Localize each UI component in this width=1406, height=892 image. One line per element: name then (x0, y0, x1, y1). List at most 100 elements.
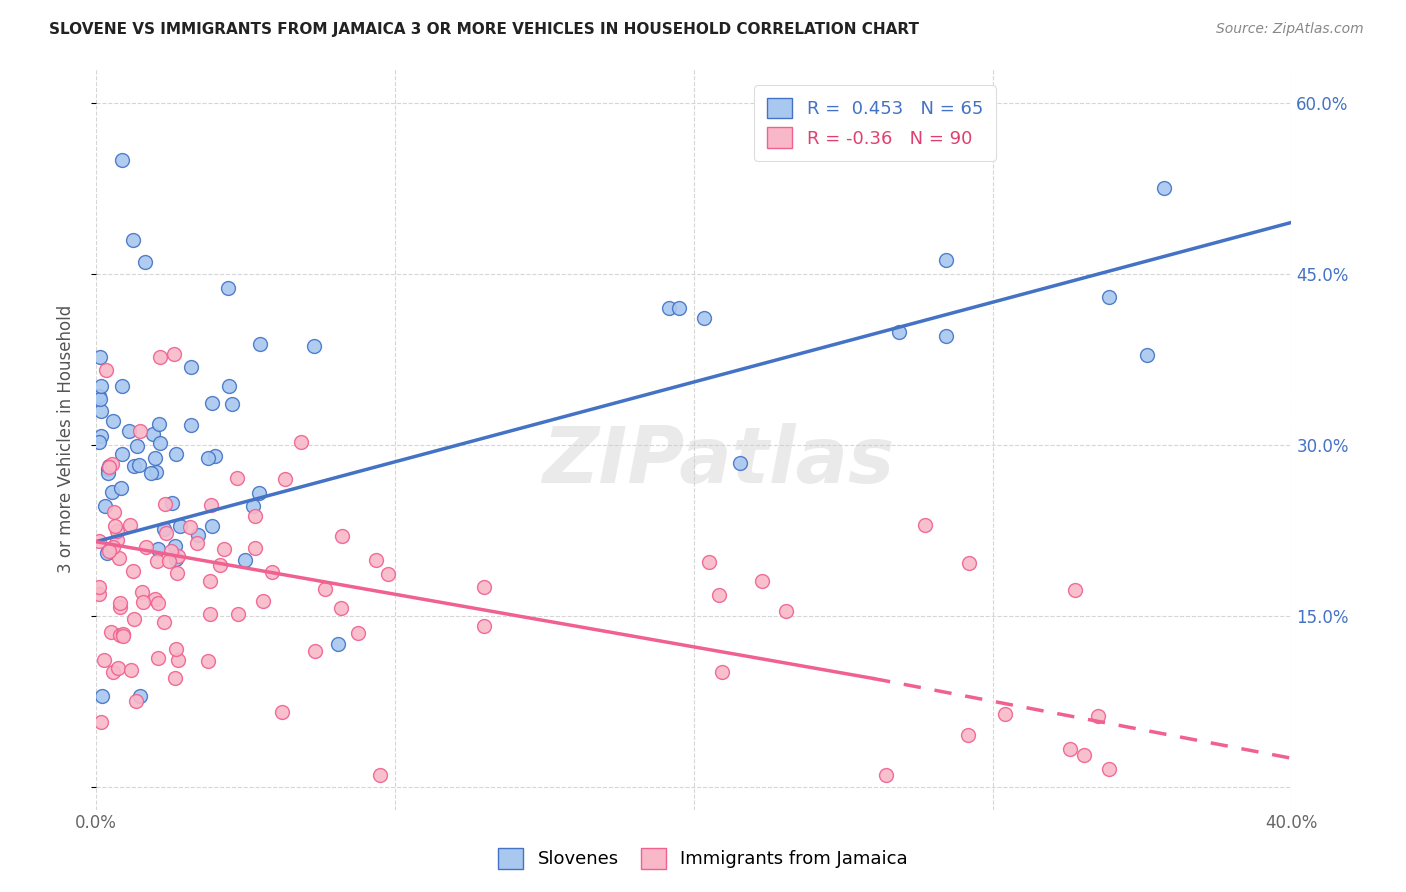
Point (472, 618, 495, 632)
Point (314, 582, 336, 596)
Point (149, 351, 172, 365)
Point (90, 429, 112, 443)
Point (201, 396, 224, 410)
Point (167, 653, 190, 667)
Point (87, 580, 110, 594)
Point (166, 566, 188, 580)
Point (1087, 709, 1109, 723)
Point (198, 574, 221, 588)
Point (914, 518, 936, 533)
Point (108, 599, 131, 614)
Point (366, 552, 388, 566)
Point (887, 325, 910, 339)
Point (112, 629, 135, 643)
Point (693, 310, 716, 325)
Point (98, 544, 121, 558)
Point (658, 301, 681, 316)
Point (290, 434, 312, 449)
Point (225, 471, 247, 485)
Point (165, 447, 187, 461)
Point (110, 596, 132, 610)
Legend: Slovenes, Immigrants from Jamaica: Slovenes, Immigrants from Jamaica (491, 840, 915, 876)
Point (101, 458, 124, 472)
Point (97, 459, 120, 474)
Point (148, 417, 170, 431)
Point (131, 584, 153, 599)
Point (1073, 748, 1095, 763)
Point (370, 768, 392, 782)
Point (122, 564, 145, 578)
Point (249, 337, 271, 351)
Point (101, 485, 124, 500)
Point (163, 539, 186, 553)
Point (728, 456, 751, 470)
Point (132, 595, 155, 609)
Point (87, 435, 110, 450)
Point (1136, 348, 1159, 362)
Point (165, 671, 187, 685)
Point (875, 768, 897, 782)
Point (143, 451, 166, 466)
Point (87, 587, 110, 601)
Point (101, 540, 124, 554)
Point (1059, 742, 1081, 756)
Point (93, 653, 115, 667)
Point (200, 518, 222, 533)
Point (129, 424, 152, 438)
Point (125, 694, 148, 708)
Point (1098, 290, 1121, 304)
Point (200, 498, 222, 512)
Point (105, 533, 128, 548)
Point (134, 254, 156, 268)
Point (212, 542, 235, 557)
Legend: R =  0.453   N = 65, R = -0.36   N = 90: R = 0.453 N = 65, R = -0.36 N = 90 (754, 85, 995, 161)
Point (472, 580, 495, 594)
Point (118, 424, 141, 438)
Point (1098, 762, 1121, 776)
Point (155, 525, 177, 540)
Point (697, 555, 720, 569)
Point (180, 360, 202, 375)
Point (157, 554, 180, 568)
Point (128, 458, 150, 473)
Point (90, 715, 112, 730)
Point (330, 528, 353, 542)
Point (209, 558, 232, 572)
Point (97, 462, 120, 476)
Point (243, 541, 266, 555)
Point (167, 549, 190, 563)
Point (149, 436, 172, 450)
Point (249, 486, 271, 500)
Point (707, 588, 730, 602)
Point (90, 404, 112, 418)
Point (165, 642, 187, 657)
Point (112, 627, 135, 641)
Point (233, 552, 256, 566)
Point (153, 522, 176, 536)
Point (110, 481, 132, 495)
Point (198, 607, 221, 622)
Point (94, 499, 117, 513)
Point (111, 153, 134, 167)
Point (226, 607, 249, 621)
Point (330, 601, 353, 615)
Point (180, 417, 202, 432)
Point (302, 339, 325, 353)
Point (221, 397, 243, 411)
Point (89, 350, 111, 364)
Point (143, 592, 166, 607)
Point (165, 552, 187, 566)
Point (141, 426, 163, 441)
Point (101, 665, 124, 679)
Point (122, 233, 145, 247)
Point (304, 644, 326, 658)
Point (120, 663, 142, 677)
Point (163, 346, 186, 360)
Point (103, 505, 125, 519)
Point (245, 508, 267, 523)
Point (751, 574, 773, 589)
Point (186, 536, 208, 550)
Point (89, 392, 111, 406)
Point (326, 637, 349, 651)
Point (125, 439, 148, 453)
